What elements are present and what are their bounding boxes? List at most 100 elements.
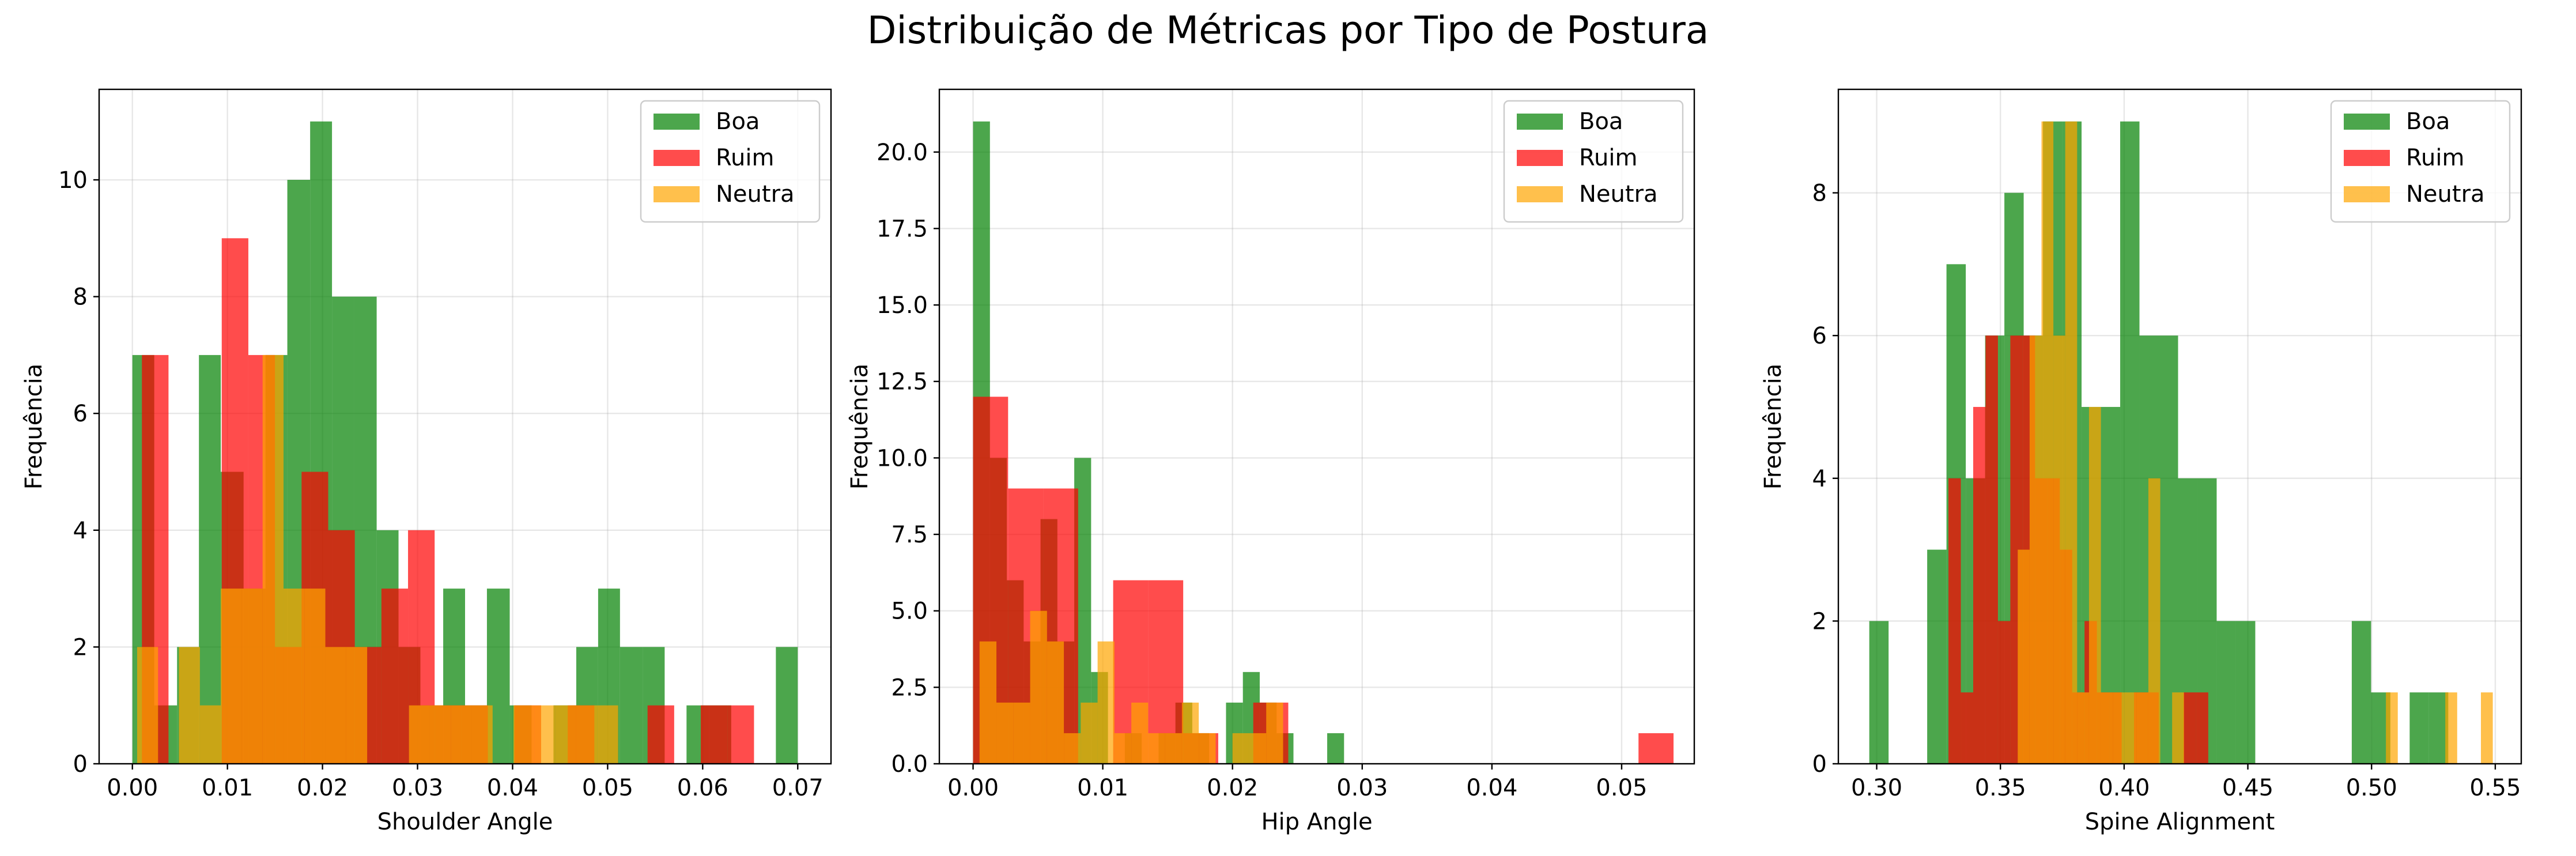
histogram-bar	[2018, 549, 2030, 764]
legend-swatch-ruim	[2344, 150, 2390, 166]
histogram-bar	[2053, 335, 2065, 764]
legend-swatch-neutra	[654, 186, 700, 202]
y-tick-label: 0	[73, 751, 88, 778]
histogram-bar	[409, 705, 430, 764]
histogram-bar	[2120, 121, 2140, 764]
legend-label-boa: Boa	[1579, 108, 1623, 135]
histogram-bar	[471, 705, 493, 764]
histogram-bar	[346, 647, 368, 764]
x-tick-label: 0.50	[2346, 775, 2397, 801]
histogram-bar	[513, 705, 535, 764]
legend: Boa Ruim Neutra	[1503, 100, 1684, 223]
histogram-bar	[2196, 692, 2208, 764]
histogram-bar	[2113, 692, 2125, 764]
y-tick-label: 8	[1812, 180, 1827, 207]
legend-swatch-ruim	[1517, 150, 1563, 166]
histogram-bar	[701, 705, 728, 764]
histogram-bar	[381, 589, 409, 764]
axes-frame	[98, 88, 832, 765]
y-tick-label: 6	[73, 401, 88, 427]
histogram-bar	[1097, 641, 1115, 764]
histogram-bar	[2183, 692, 2196, 764]
x-tick-label: 0.01	[1077, 775, 1128, 801]
x-tick-label: 0.07	[772, 775, 824, 801]
x-tick-label: 0.30	[1851, 775, 1902, 801]
y-tick-label: 2	[1812, 608, 1827, 635]
y-tick-label: 8	[73, 284, 88, 311]
histogram-bar	[1030, 610, 1047, 764]
x-tick-label: 0.03	[1336, 775, 1388, 801]
histogram-bar	[1165, 733, 1182, 764]
histogram-bar	[1131, 702, 1149, 764]
histogram-bar	[325, 647, 346, 764]
legend: Boa Ruim Neutra	[640, 100, 821, 223]
histogram-bar	[2235, 621, 2256, 764]
histogram-bar	[2136, 692, 2148, 764]
legend: Boa Ruim Neutra	[2330, 100, 2511, 223]
series-neutra	[979, 610, 1283, 764]
histogram-bar	[1869, 621, 1889, 764]
histogram-bar	[199, 355, 221, 764]
x-tick-label: 0.02	[297, 775, 348, 801]
histogram-bar	[304, 589, 326, 764]
x-axis-label: Hip Angle	[1261, 809, 1372, 835]
subplot-2: 0.00 0.01 0.02 0.03 0.04 0.05 0.0 2.5 5.0 7.5 10.0…	[847, 88, 1695, 835]
series-neutra	[2018, 121, 2493, 764]
histogram-bar	[1064, 733, 1081, 764]
subplot-1: 0.00 0.01 0.02 0.03 0.04 0.05 0.06 0.07 0 2 4 6 8 10 S…	[21, 88, 832, 835]
y-tick-label: 5.0	[891, 598, 928, 625]
histogram-bar	[620, 647, 643, 764]
y-tick-label: 20.0	[877, 139, 928, 166]
histogram-bar	[2386, 692, 2398, 764]
y-tick-label: 4	[1812, 466, 1827, 492]
y-tick-label: 15.0	[877, 292, 928, 319]
histogram-bar	[1199, 733, 1216, 764]
y-axis-label: Frequência	[21, 364, 47, 490]
y-axis-label: Frequência	[1760, 364, 1786, 490]
legend-swatch-boa	[1517, 114, 1563, 130]
x-tick-label: 0.40	[2098, 775, 2150, 801]
y-tick-label: 7.5	[891, 522, 928, 548]
histogram-bar	[979, 641, 997, 764]
x-tick-label: 0.55	[2469, 775, 2521, 801]
histogram-bar	[2351, 621, 2371, 764]
histogram-bar	[1985, 335, 1998, 764]
x-axis-label: Spine Alignment	[2085, 809, 2275, 835]
y-tick-label: 17.5	[877, 216, 928, 242]
legend-label-boa: Boa	[2406, 108, 2450, 135]
y-tick-label: 12.5	[877, 369, 928, 395]
x-tick-label: 0.05	[1596, 775, 1647, 801]
histogram-bar	[1013, 702, 1030, 764]
y-tick-label: 2	[73, 634, 88, 661]
histogram-bar	[1181, 702, 1199, 764]
y-tick-label: 2.5	[891, 674, 928, 701]
x-tick-label: 0.35	[1975, 775, 2026, 801]
histogram-bar	[241, 589, 263, 764]
histogram-bar	[2041, 121, 2054, 764]
histogram-bar	[2428, 692, 2449, 764]
histogram-bar	[429, 705, 451, 764]
legend-swatch-neutra	[2344, 186, 2390, 202]
histogram-bar	[1249, 733, 1267, 764]
histogram-bar	[1997, 621, 2011, 764]
x-tick-label: 0.45	[2222, 775, 2273, 801]
histogram-bar	[451, 705, 472, 764]
histogram-bar	[2124, 692, 2137, 764]
histogram-bar	[647, 705, 674, 764]
x-tick-label: 0.02	[1207, 775, 1258, 801]
histogram-bar	[2409, 692, 2429, 764]
x-tick-label: 0.03	[392, 775, 443, 801]
histogram-bar	[1047, 641, 1064, 764]
x-axis-label: Shoulder Angle	[377, 809, 553, 835]
legend-label-ruim: Ruim	[716, 145, 774, 171]
y-tick-label: 10.0	[877, 445, 928, 472]
histogram-bar	[2101, 692, 2113, 764]
histogram-bar	[2077, 692, 2089, 764]
x-tick-label: 0.06	[677, 775, 728, 801]
histogram-bar	[199, 705, 221, 764]
histogram-bar	[179, 647, 200, 764]
legend-swatch-boa	[2344, 114, 2390, 130]
histogram-bar	[1232, 733, 1249, 764]
